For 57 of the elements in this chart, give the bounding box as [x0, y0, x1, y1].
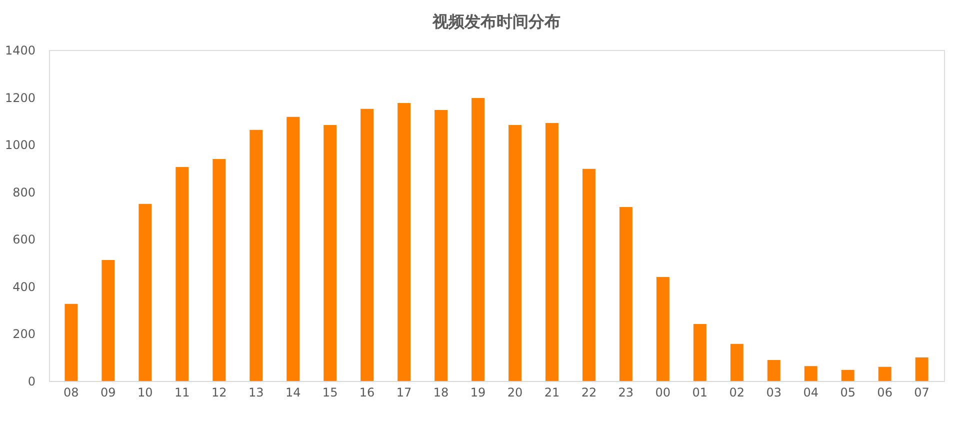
- chart-title: 视频发布时间分布: [432, 12, 560, 31]
- y-tick-label: 600: [12, 232, 36, 247]
- bar: [878, 366, 892, 381]
- bar: [546, 123, 558, 381]
- bar: [212, 158, 226, 381]
- x-tick-label: 08: [64, 386, 79, 400]
- x-tick-label: 23: [618, 386, 634, 400]
- bar: [64, 304, 78, 381]
- x-tick-label: 18: [433, 386, 449, 400]
- y-tick-label: 200: [12, 327, 36, 342]
- bar: [286, 116, 300, 381]
- x-tick-label: 05: [840, 386, 856, 400]
- x-tick-label: 13: [248, 386, 264, 400]
- bar: [767, 360, 780, 381]
- bar: [324, 124, 337, 381]
- bar: [434, 110, 448, 381]
- x-tick-label: 01: [692, 386, 708, 400]
- x-tick-label: 16: [359, 386, 375, 400]
- x-tick-label: 20: [507, 386, 523, 400]
- x-tick-label: 00: [655, 386, 671, 400]
- bar: [582, 168, 596, 381]
- x-tick-label: 17: [396, 386, 412, 400]
- x-tick-label: 22: [581, 386, 597, 400]
- bar: [102, 260, 115, 381]
- bar: [398, 102, 411, 381]
- x-tick-label: 02: [729, 386, 745, 400]
- x-tick-label: 09: [100, 386, 116, 400]
- x-tick-label: 04: [803, 386, 818, 400]
- y-tick-label: 1200: [4, 90, 36, 105]
- bar: [176, 167, 189, 381]
- bar: [472, 98, 484, 381]
- y-tick-label: 0: [28, 374, 36, 388]
- y-tick-label: 400: [12, 280, 36, 294]
- x-tick-label: 19: [470, 386, 486, 400]
- bar: [508, 124, 522, 381]
- x-tick-label: 12: [211, 386, 227, 400]
- x-tick-label: 21: [544, 386, 560, 400]
- y-tick-label: 1000: [4, 138, 36, 152]
- bar: [841, 370, 854, 381]
- x-tick-label: 03: [766, 386, 782, 400]
- x-tick-label: 06: [877, 386, 892, 400]
- bar: [360, 108, 374, 381]
- bar: [138, 204, 152, 381]
- y-tick-label: 800: [12, 185, 36, 200]
- x-tick-label: 10: [138, 386, 153, 400]
- bar: [693, 324, 706, 381]
- x-tick-label: 14: [285, 386, 301, 400]
- bar: [619, 206, 632, 381]
- bar: [804, 366, 818, 381]
- y-tick-label: 1400: [4, 44, 36, 58]
- bar: [915, 357, 928, 381]
- bar: [730, 344, 744, 381]
- x-tick-label: 07: [914, 386, 930, 400]
- x-tick-label: 11: [174, 386, 190, 400]
- x-tick-label: 15: [322, 386, 338, 400]
- bar: [250, 130, 263, 381]
- bar: [656, 276, 670, 381]
